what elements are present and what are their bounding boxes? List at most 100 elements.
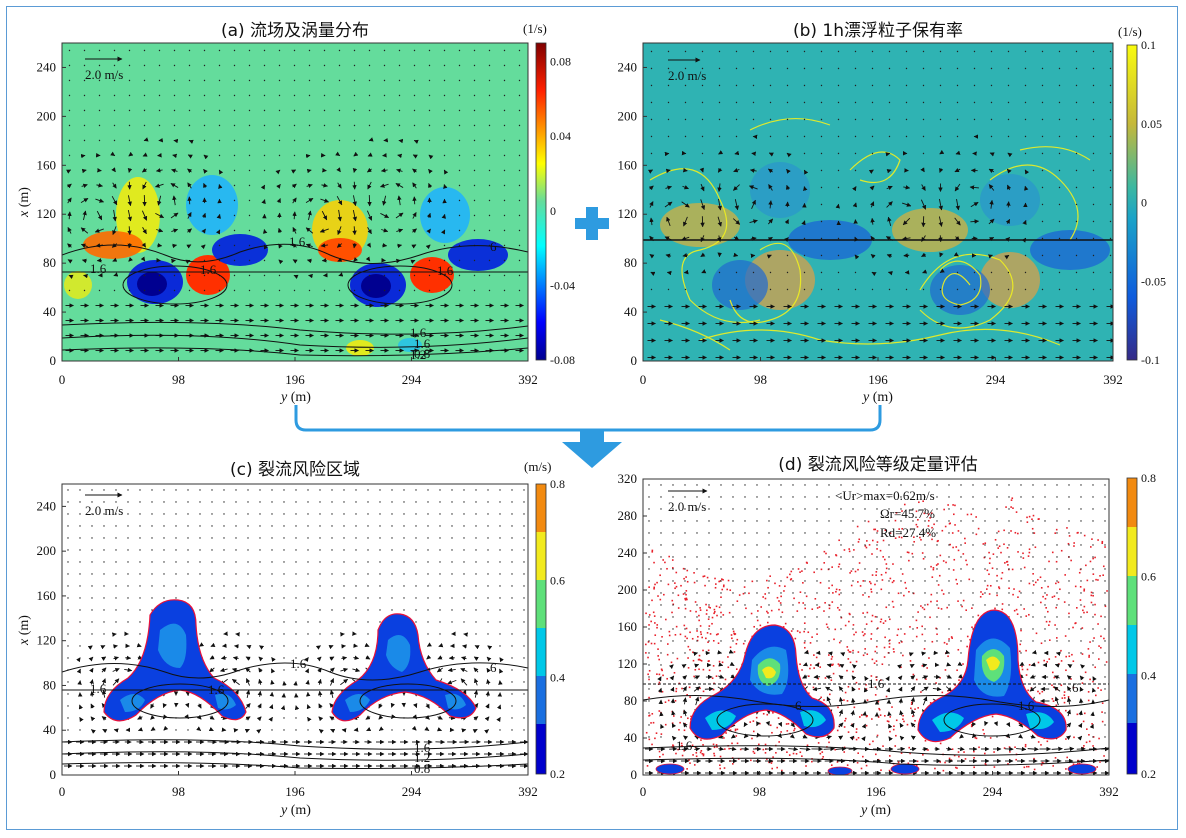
particle-dot bbox=[776, 766, 778, 769]
vector-dot bbox=[816, 508, 818, 510]
vector-dot bbox=[331, 597, 333, 599]
vector-dot bbox=[744, 628, 746, 630]
vector-dot bbox=[271, 609, 273, 611]
particle-dot bbox=[1082, 720, 1085, 723]
particle-dot bbox=[882, 622, 885, 624]
vector-dot bbox=[840, 532, 842, 534]
particle-dot bbox=[1094, 613, 1096, 616]
vector-dot bbox=[973, 101, 976, 104]
vector-dot bbox=[718, 67, 721, 70]
y-tick-label: 160 bbox=[618, 619, 638, 634]
vector-dot bbox=[948, 640, 950, 642]
plus-icon bbox=[575, 207, 609, 240]
particle-dot bbox=[888, 769, 891, 772]
particle-dot bbox=[1027, 765, 1030, 768]
vector-dot bbox=[756, 580, 758, 582]
vector-dot bbox=[247, 573, 249, 575]
particle-dot bbox=[1015, 608, 1018, 611]
vector-dot bbox=[1092, 220, 1095, 223]
vector-arrow bbox=[209, 667, 215, 673]
particle-dot bbox=[952, 504, 954, 506]
vector-arrow bbox=[155, 168, 163, 173]
particle-dot bbox=[682, 567, 685, 570]
particle-dot bbox=[709, 633, 712, 635]
vector-arrow bbox=[920, 199, 927, 210]
particle-dot bbox=[1033, 757, 1035, 760]
vector-arrow bbox=[440, 229, 446, 235]
vector-dot bbox=[113, 79, 116, 82]
y-tick-label: 80 bbox=[43, 255, 56, 270]
vector-dot bbox=[1068, 616, 1070, 618]
particle-dot bbox=[703, 575, 706, 577]
vector-dot bbox=[924, 496, 926, 498]
vector-dot bbox=[307, 489, 309, 491]
vector-arrow bbox=[743, 733, 749, 739]
particle-dot bbox=[855, 660, 858, 663]
vector-dot bbox=[939, 67, 942, 70]
vector-dot bbox=[708, 520, 710, 522]
vector-arrow bbox=[162, 703, 167, 709]
vector-dot bbox=[1092, 580, 1094, 582]
vector-dot bbox=[428, 94, 431, 97]
vector-dot bbox=[367, 537, 369, 539]
particle-dot bbox=[1070, 559, 1072, 562]
colorbar-tick-label: 0.8 bbox=[550, 477, 565, 491]
particle-dot bbox=[885, 606, 888, 609]
vector-dot bbox=[398, 79, 401, 82]
particle-dot bbox=[986, 569, 989, 572]
vector-dot bbox=[115, 561, 117, 563]
particle-dot bbox=[658, 750, 661, 753]
vector-dot bbox=[718, 101, 721, 104]
vector-arrow bbox=[1005, 721, 1011, 727]
vector-arrow bbox=[78, 704, 84, 710]
vector-dot bbox=[696, 556, 698, 558]
vector-dot bbox=[990, 50, 993, 53]
particle-dot bbox=[1098, 737, 1100, 740]
vector-arrow bbox=[768, 184, 773, 191]
vector-dot bbox=[900, 640, 902, 642]
particle-dot bbox=[689, 631, 691, 634]
vector-dot bbox=[744, 640, 746, 642]
colorbar-tick-label: 0.6 bbox=[1141, 570, 1156, 584]
vector-dot bbox=[1024, 67, 1027, 70]
vector-arrow bbox=[366, 726, 372, 732]
vector-dot bbox=[247, 489, 249, 491]
vector-dot bbox=[1092, 203, 1095, 206]
vector-dot bbox=[248, 49, 251, 52]
vector-dot bbox=[323, 64, 326, 67]
vector-dot bbox=[403, 597, 405, 599]
vector-dot bbox=[996, 544, 998, 546]
vector-dot bbox=[79, 501, 81, 503]
vector-dot bbox=[187, 729, 189, 731]
particle-dot bbox=[696, 639, 699, 642]
vector-arrow bbox=[101, 656, 107, 661]
vector-dot bbox=[523, 513, 525, 515]
vector-dot bbox=[701, 50, 704, 53]
particle-dot bbox=[764, 597, 767, 600]
vector-dot bbox=[708, 544, 710, 546]
particle-dot bbox=[803, 642, 806, 644]
vector-arrow bbox=[1066, 686, 1072, 692]
particle-dot bbox=[1037, 579, 1039, 581]
vector-arrow bbox=[276, 183, 281, 189]
vector-dot bbox=[79, 597, 81, 599]
vector-dot bbox=[259, 489, 261, 491]
particle-dot bbox=[880, 679, 882, 681]
vector-dot bbox=[864, 616, 866, 618]
particle-dot bbox=[645, 612, 647, 615]
particle-dot bbox=[873, 662, 876, 665]
vector-dot bbox=[307, 633, 309, 635]
vector-arrow bbox=[443, 184, 448, 189]
particle-dot bbox=[1060, 649, 1062, 652]
vector-dot bbox=[768, 592, 770, 594]
vector-arrow bbox=[96, 183, 103, 188]
vector-dot bbox=[175, 513, 177, 515]
vector-dot bbox=[732, 628, 734, 630]
particle-dot bbox=[1065, 738, 1067, 740]
particle-dot bbox=[658, 710, 661, 712]
particle-dot bbox=[807, 692, 810, 695]
particle-dot bbox=[658, 673, 661, 676]
particle-dot bbox=[834, 628, 837, 631]
vector-dot bbox=[443, 94, 446, 97]
particle-dot bbox=[965, 609, 967, 611]
